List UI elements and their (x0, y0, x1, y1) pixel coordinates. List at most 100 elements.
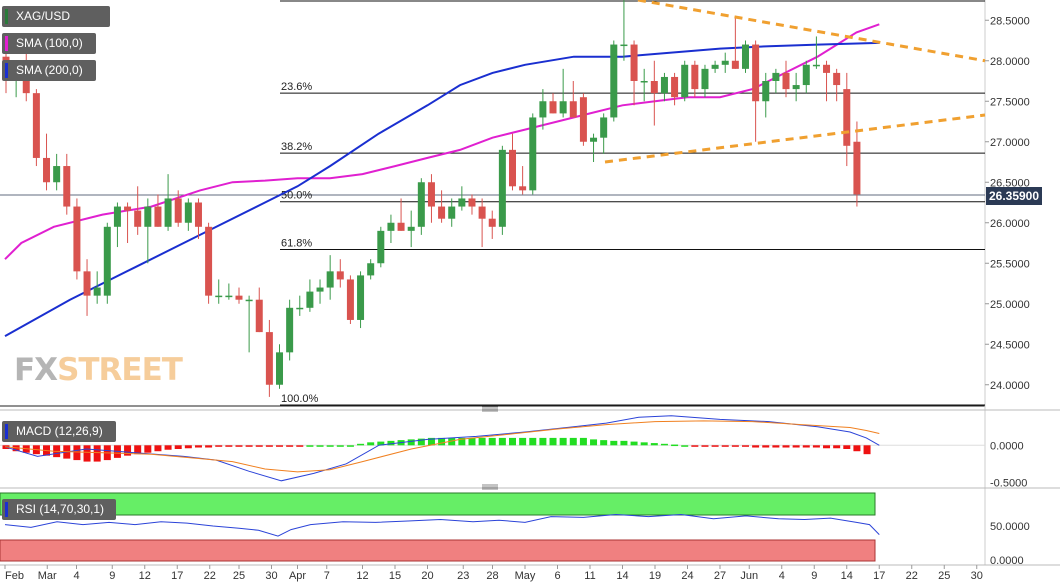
candle-body (164, 198, 172, 227)
candle-body (711, 64, 719, 69)
macd-histogram-bar (326, 445, 334, 447)
macd-histogram-bar (752, 445, 760, 448)
candle-body (691, 64, 699, 90)
x-tick-label: 30 (971, 570, 983, 582)
macd-histogram-bar (650, 443, 658, 446)
legend-sma100[interactable]: SMA (100,0) (2, 33, 96, 54)
candle-body (640, 81, 648, 83)
legend-sma200-swatch (5, 63, 8, 78)
macd-histogram-bar (721, 445, 729, 447)
x-tick-label: 25 (938, 570, 950, 582)
x-tick-label: 24 (681, 570, 693, 582)
legend-sma200[interactable]: SMA (200,0) (2, 60, 96, 81)
candle-body (32, 93, 40, 158)
x-tick-label: 30 (265, 570, 277, 582)
candle (255, 287, 263, 333)
candle-body (93, 287, 101, 296)
x-tick-label: 27 (714, 570, 726, 582)
candle-body (53, 166, 61, 183)
macd-histogram-bar (448, 437, 456, 446)
candle-body (833, 72, 841, 86)
candle-body (184, 202, 192, 223)
candle (731, 16, 739, 69)
rsi-panel: 50.0000 0.0000 (0, 492, 1030, 567)
macd-histogram-bar (367, 442, 375, 446)
macd-histogram-bar (225, 445, 233, 447)
legend-macd-swatch (5, 424, 8, 439)
macd-histogram-bar (620, 440, 628, 446)
macd-histogram-bar (265, 445, 273, 447)
fibonacci-layer: 23.6% 38.2% 50.0% 61.8% 100.0% (280, 0, 985, 406)
candle (93, 271, 101, 304)
macd-histogram-bar (711, 445, 719, 447)
macd-histogram-bar (73, 445, 81, 461)
candle-body (225, 295, 233, 298)
x-tick-label: May (515, 570, 536, 582)
macd-histogram-bar (306, 445, 314, 447)
candle-body (731, 60, 739, 69)
macd-histogram-bar (843, 445, 851, 449)
x-tick-label: Jun (740, 570, 758, 582)
macd-histogram-bar (276, 445, 284, 447)
y-tick-label: 28.5000 (990, 15, 1030, 27)
candle (377, 226, 385, 268)
macd-histogram-bar (741, 445, 749, 447)
legend-symbol[interactable]: XAG/USD (2, 6, 110, 27)
candle-body (752, 44, 760, 102)
candle (792, 72, 800, 102)
macd-histogram-bar (539, 437, 547, 446)
candle-body (134, 210, 142, 227)
candle-body (509, 149, 516, 187)
macd-histogram-bar (124, 445, 132, 456)
candle (468, 194, 476, 215)
candle-body (488, 218, 496, 227)
candle (478, 198, 486, 248)
candle-body (174, 198, 182, 223)
rsi-y-tick-label: 50.0000 (990, 521, 1030, 533)
candle (569, 81, 577, 118)
legend-macd-label: MACD (12,26,9) (16, 424, 103, 438)
macd-resize-handle (482, 484, 498, 490)
x-tick-label: 4 (779, 570, 785, 582)
candle (660, 72, 668, 102)
macd-histogram-bar (93, 445, 101, 462)
legend-sma100-label: SMA (100,0) (16, 36, 83, 50)
macd-histogram-bar (468, 437, 476, 446)
candle (367, 259, 375, 280)
candle-body (671, 76, 679, 98)
candle-body (468, 198, 476, 207)
x-tick-label: 20 (421, 570, 433, 582)
macd-histogram-bar (377, 441, 385, 446)
candle (438, 190, 446, 223)
x-tick-label: 23 (457, 570, 469, 582)
legend-rsi[interactable]: RSI (14,70,30,1) (2, 499, 116, 520)
macd-histogram-bar (387, 440, 395, 446)
candle-body (802, 64, 810, 86)
candle-body (630, 44, 638, 81)
candle-body (701, 68, 709, 90)
candle (63, 153, 71, 215)
candle (741, 40, 749, 73)
candle-body (346, 279, 354, 320)
candle-body (539, 101, 547, 118)
candle (823, 60, 831, 102)
legend-rsi-label: RSI (14,70,30,1) (16, 502, 105, 516)
macd-histogram-bar (762, 445, 770, 448)
candle (650, 60, 658, 126)
macd-histogram-bar (569, 437, 577, 446)
candle-body (427, 182, 435, 207)
candle-body (529, 117, 537, 191)
candle (772, 68, 780, 94)
macd-histogram-bar (316, 445, 324, 447)
candle (681, 60, 689, 102)
legend-macd[interactable]: MACD (12,26,9) (2, 421, 116, 442)
macd-histogram-bar (184, 445, 192, 449)
fib-level-label: 38.2% (281, 141, 312, 153)
candle-body (438, 206, 446, 219)
legend-symbol-swatch (5, 9, 8, 24)
y-tick-label: 24.0000 (990, 380, 1030, 392)
macd-histogram-bar (630, 441, 638, 446)
macd-histogram-bar (296, 445, 304, 447)
x-tick-label: 11 (584, 570, 595, 582)
candle (336, 259, 344, 288)
